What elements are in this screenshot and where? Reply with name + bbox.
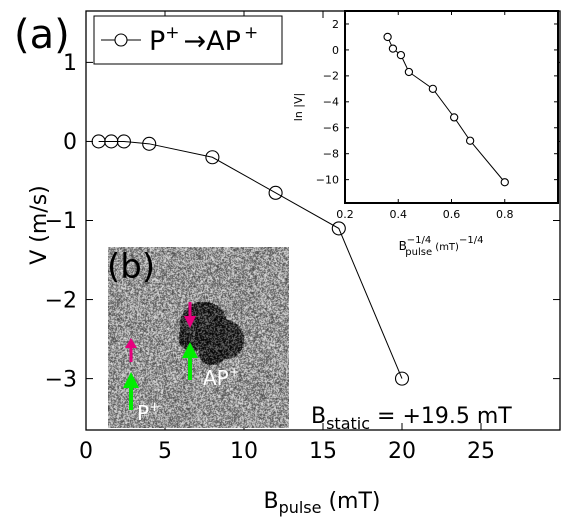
inset-y-tick-label: −8 (323, 148, 339, 161)
main-x-tick-label: 0 (79, 439, 93, 464)
green-arrow-right (182, 342, 198, 380)
main-data-point (142, 136, 157, 151)
inset-chart: 0.2 0.4 0.6 0.8 2 0 −2 −4 −6 −8 −10 ln |V| B−1/4 pu… (292, 10, 559, 258)
inset-series (383, 32, 509, 187)
legend: P+ →AP + (93, 15, 283, 65)
main-x-tick-label: 25 (467, 439, 495, 464)
main-series (91, 134, 410, 386)
legend-label: P+ →AP + (149, 23, 258, 57)
inset-data-point (396, 50, 406, 60)
inset-data-point (465, 136, 475, 145)
kerr-image (108, 247, 289, 428)
inset-y-tick-label: −6 (323, 122, 339, 135)
label-p-plus: P+ (137, 400, 160, 425)
inset-x-tick-label: 0.6 (443, 208, 461, 221)
inset-ticks: 0.2 0.4 0.6 0.8 2 0 −2 −4 −6 −8 −10 (316, 11, 558, 221)
inset-y-axis-label: ln |V| (292, 93, 305, 121)
main-series-line (98, 140, 403, 379)
main-y-axis-label: V (m/s) (27, 185, 52, 265)
inset-data-point (428, 84, 438, 93)
inset-x-tick-label: 0.4 (390, 208, 408, 221)
inset-x-axis-label: B−1/4 pulse (mT)−1/4 (399, 235, 484, 258)
inset-x-tick-label: 0.2 (336, 208, 354, 221)
green-arrow-left (123, 372, 139, 410)
inset-x-tick-label: 0.8 (496, 208, 514, 221)
inset-data-point (500, 178, 509, 187)
inset-y-tick-label: 0 (332, 44, 339, 57)
main-y-tick-label: −1 (45, 209, 77, 234)
magenta-arrow-right (184, 302, 196, 328)
main-x-tick-label: 5 (158, 439, 172, 464)
main-data-point (116, 134, 131, 149)
inset-data-point (450, 113, 459, 122)
static-field-annotation: Bstatic = +19.5 mT (311, 404, 512, 433)
inset-y-tick-label: −10 (316, 173, 339, 186)
main-data-point (331, 221, 346, 236)
inset-y-tick-label: −4 (323, 96, 339, 109)
legend-marker (114, 33, 128, 47)
inset-data-point (404, 67, 414, 77)
inset-y-tick-label: −2 (323, 70, 339, 83)
main-y-tick-label: −2 (45, 288, 77, 313)
main-data-point (205, 150, 220, 165)
main-ticks: 0 5 10 15 20 25−3−2−101 (45, 11, 560, 464)
main-y-tick-label: 0 (63, 130, 77, 155)
main-data-point (268, 185, 283, 200)
magenta-arrow-left (125, 338, 137, 362)
main-y-tick-label: −3 (45, 367, 77, 392)
main-x-tick-label: 15 (309, 439, 337, 464)
inset-data-point (383, 32, 392, 42)
main-x-tick-label: 10 (230, 439, 258, 464)
label-ap-plus: AP+ (203, 365, 240, 390)
inset-data-point (388, 44, 398, 53)
panel-label-a: (a) (14, 12, 70, 58)
inset-y-tick-label: 2 (332, 18, 339, 31)
panel-label-b: (b) (107, 247, 155, 287)
main-x-tick-label: 20 (388, 439, 416, 464)
main-y-tick-label: 1 (63, 51, 77, 76)
main-data-point (394, 371, 410, 386)
main-x-axis-label: Bpulse (mT) (263, 489, 380, 517)
